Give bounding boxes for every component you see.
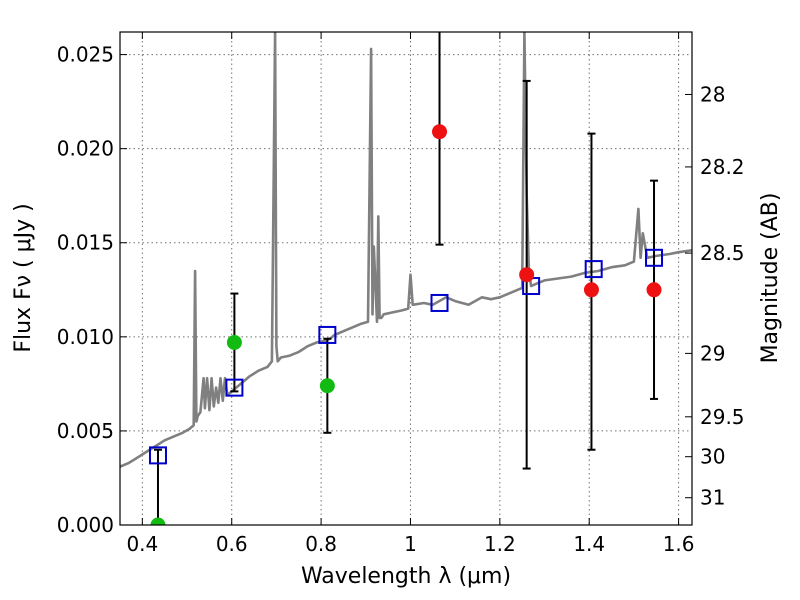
model-photometry-point: [148, 446, 167, 465]
model-photometry-point: [225, 378, 244, 397]
y-tick-label: 0.000: [57, 513, 114, 537]
magnitude-tick-label: 31: [700, 486, 725, 510]
plot-frame: [119, 31, 693, 526]
y-tick-label: 0.010: [57, 325, 114, 349]
y-axis-label: Flux Fν ( μJy ): [11, 203, 36, 352]
grid: [120, 32, 692, 526]
sed-line: [120, 32, 692, 468]
y-tick-label: 0.005: [57, 419, 114, 443]
x-tick-label: 1.4: [573, 532, 605, 556]
magnitude-axis-label: Magnitude (AB): [758, 193, 783, 364]
magnitude-tick-label: 28: [700, 82, 725, 106]
x-tick-label: 0.4: [126, 532, 158, 556]
y-tick-label: 0.015: [57, 231, 114, 255]
y-tick-label: 0.025: [57, 43, 114, 67]
magnitude-tick-label: 28.2: [700, 155, 745, 179]
x-axis-label: Wavelength λ (μm): [301, 564, 511, 589]
model-photometry-point: [318, 325, 337, 344]
upper-limit-point: [150, 517, 166, 525]
detection-point: [646, 282, 662, 298]
x-tick-label: 0.6: [216, 532, 248, 556]
magnitude-tick-label: 29.5: [700, 405, 745, 429]
model-photometry-point: [584, 260, 603, 279]
x-tick-label: 1: [404, 532, 417, 556]
y-tick-label: 0.020: [57, 137, 114, 161]
magnitude-tick-label: 29: [700, 341, 725, 365]
model-photometry-point: [430, 293, 449, 312]
magnitude-tick-label: 28.5: [700, 241, 745, 265]
axis-ticks: 0.4 0.6 0.8 1 1.2 1.4 1.6 0.000 0.005 0.010 0.015 0…: [57, 32, 745, 556]
model-photometry-point: [645, 248, 664, 267]
detection-point: [583, 282, 599, 298]
detection-point: [432, 124, 448, 140]
x-tick-label: 1.6: [663, 532, 695, 556]
sed-curve: [120, 32, 692, 468]
upper-limit-point: [226, 334, 242, 350]
detection-point: [519, 267, 535, 283]
x-tick-label: 0.8: [305, 532, 337, 556]
x-tick-label: 1.2: [484, 532, 516, 556]
upper-limit-point: [319, 378, 335, 394]
magnitude-tick-label: 30: [700, 445, 725, 469]
photometry-markers: [148, 124, 664, 525]
